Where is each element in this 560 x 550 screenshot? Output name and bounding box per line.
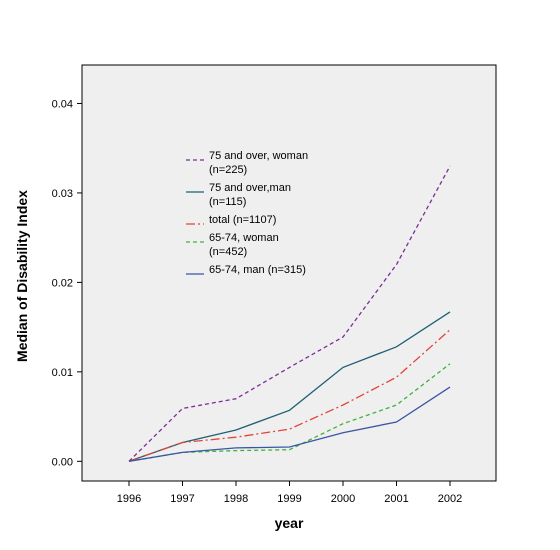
legend-label: 65-74, man (n=315) bbox=[209, 264, 306, 276]
legend-label: (n=225) bbox=[209, 164, 247, 176]
x-tick-label: 1999 bbox=[277, 493, 301, 505]
x-axis: 1996 1997 1998 1999 2000 2001 2002 bbox=[117, 481, 462, 505]
legend-label: total (n=1107) bbox=[209, 214, 276, 226]
legend-label: (n=115) bbox=[209, 196, 246, 208]
series-line-4 bbox=[128, 363, 451, 462]
y-tick-label: 0.03 bbox=[52, 188, 73, 200]
plot-area bbox=[81, 64, 497, 482]
y-axis-title: Median of Disability Index bbox=[14, 190, 30, 362]
y-tick-label: 0.01 bbox=[52, 367, 73, 379]
y-tick-label: 0.02 bbox=[52, 277, 73, 289]
series-line-3 bbox=[128, 329, 451, 462]
series-line-1 bbox=[128, 165, 451, 462]
x-axis-title: year bbox=[275, 515, 304, 531]
x-tick-label: 2000 bbox=[331, 493, 355, 505]
series-layer bbox=[128, 165, 451, 462]
legend: 75 and over, woman (n=225) 75 and over,man… bbox=[186, 150, 308, 276]
legend-label: (n=452) bbox=[209, 246, 247, 258]
legend-label: 75 and over, woman bbox=[209, 150, 308, 162]
series-line-5 bbox=[128, 386, 451, 462]
x-tick-label: 2002 bbox=[438, 493, 462, 505]
x-tick-label: 2001 bbox=[384, 493, 408, 505]
y-tick-label: 0.00 bbox=[52, 456, 73, 468]
legend-label: 75 and over,man bbox=[209, 182, 291, 194]
legend-label: 65-74, woman bbox=[209, 232, 279, 244]
x-tick-label: 1996 bbox=[117, 493, 141, 505]
y-axis: 0.00 0.01 0.02 0.03 0.04 bbox=[52, 98, 82, 468]
y-tick-label: 0.04 bbox=[52, 98, 73, 110]
x-tick-label: 1997 bbox=[170, 493, 194, 505]
x-tick-label: 1998 bbox=[224, 493, 248, 505]
